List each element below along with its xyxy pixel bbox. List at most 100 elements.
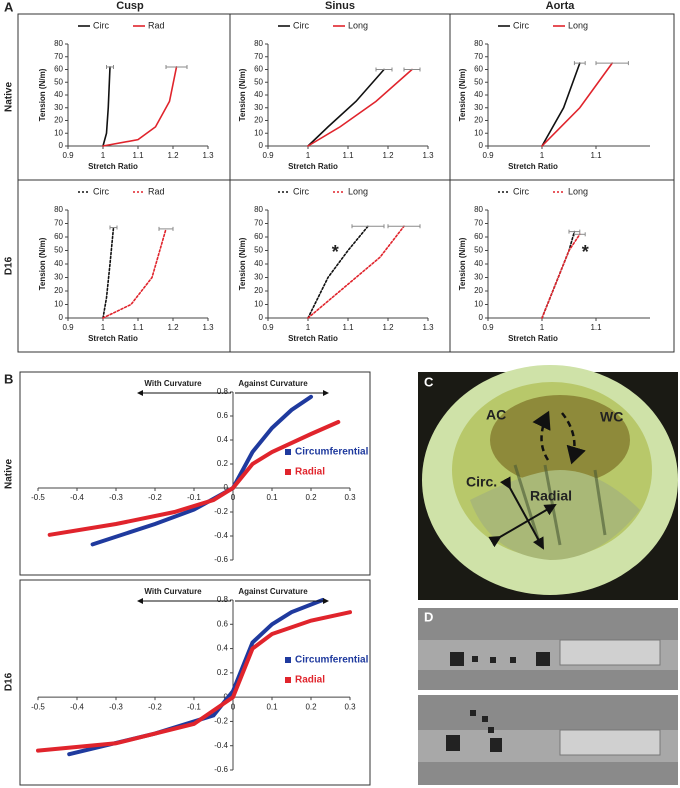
- y-tick-label: 0: [59, 141, 64, 150]
- y-tick-label: 40: [474, 259, 483, 268]
- y-tick-label: 60: [54, 65, 63, 74]
- x-axis-label: Stretch Ratio: [88, 162, 138, 171]
- y-axis-label: Tension (N/m): [458, 68, 467, 121]
- x-tick-label: -0.3: [109, 702, 123, 711]
- x-tick-label: 0.2: [305, 702, 317, 711]
- y-tick-label: 80: [474, 39, 483, 48]
- y-tick-label: 0: [59, 313, 64, 322]
- x-tick-label: 1.1: [132, 323, 144, 332]
- series-line: [307, 68, 385, 147]
- x-tick-label: 1.3: [202, 151, 214, 160]
- legend-label: Circ: [513, 20, 529, 30]
- x-tick-label: 1.2: [167, 323, 179, 332]
- series-line: [307, 68, 413, 147]
- y-tick-label: 60: [474, 65, 483, 74]
- y-tick-label: 30: [54, 103, 63, 112]
- x-tick-label: 0.9: [62, 323, 74, 332]
- x-tick-label: 1.3: [422, 151, 434, 160]
- legend-swatch: [285, 469, 291, 475]
- x-axis-label: Stretch Ratio: [508, 162, 558, 171]
- series-line: [102, 228, 167, 319]
- panel-b-frame: [19, 579, 371, 786]
- row-label: Native: [4, 82, 15, 112]
- y-tick-label: 30: [254, 273, 263, 282]
- panel-b-frame: [19, 371, 371, 576]
- y-tick-label: -0.4: [214, 531, 228, 540]
- y-tick-label: 60: [254, 232, 263, 241]
- y-tick-label: 30: [474, 103, 483, 112]
- x-tick-label: -0.3: [109, 493, 123, 502]
- x-tick-label: -0.1: [187, 493, 201, 502]
- y-tick-label: 60: [474, 232, 483, 241]
- row-label: D16: [4, 672, 15, 691]
- y-axis-label: Tension (N/m): [238, 237, 247, 290]
- y-tick-label: -0.6: [214, 555, 228, 564]
- x-tick-label: -0.5: [31, 702, 45, 711]
- x-tick-label: 0.3: [344, 702, 356, 711]
- y-tick-label: 70: [54, 219, 63, 228]
- x-axis-label: Stretch Ratio: [508, 334, 558, 343]
- legend-label: Long: [348, 186, 368, 196]
- panel-letter: A: [4, 0, 14, 14]
- legend-label: Rad: [148, 186, 165, 196]
- legend-label: Circ: [513, 186, 529, 196]
- legend-label: Radial: [295, 467, 325, 478]
- y-tick-label: 10: [54, 128, 63, 137]
- x-tick-label: 0.9: [62, 151, 74, 160]
- y-tick-label: 0.8: [217, 595, 229, 604]
- y-tick-label: 20: [254, 116, 263, 125]
- x-tick-label: 1.2: [382, 323, 394, 332]
- y-tick-label: 40: [254, 259, 263, 268]
- annotation: Against Curvature: [238, 587, 308, 596]
- x-tick-label: 0.9: [482, 323, 494, 332]
- y-tick-label: 0.2: [217, 459, 229, 468]
- y-tick-label: 0.8: [217, 387, 229, 396]
- y-tick-label: 0.4: [217, 435, 229, 444]
- legend-label: Rad: [148, 20, 165, 30]
- x-axis-label: Stretch Ratio: [288, 334, 338, 343]
- x-tick-label: 1: [306, 151, 311, 160]
- y-axis-label: Tension (N/m): [238, 68, 247, 121]
- panel-a-frame: [17, 13, 675, 353]
- y-tick-label: 20: [254, 286, 263, 295]
- panel-letter: C: [424, 374, 434, 389]
- legend-label: Circ: [93, 186, 109, 196]
- annotation: With Curvature: [144, 379, 202, 388]
- x-tick-label: 0.3: [344, 493, 356, 502]
- y-tick-label: 80: [254, 205, 263, 214]
- x-tick-label: 1: [540, 323, 545, 332]
- y-tick-label: -0.4: [214, 741, 228, 750]
- y-tick-label: 0.6: [217, 619, 229, 628]
- panel-letter: D: [424, 609, 433, 624]
- y-tick-label: 0.4: [217, 644, 229, 653]
- y-tick-label: 20: [474, 286, 483, 295]
- y-tick-label: 10: [474, 128, 483, 137]
- x-tick-label: 1.1: [342, 323, 354, 332]
- y-tick-label: 70: [254, 219, 263, 228]
- photo-d: [418, 608, 678, 785]
- y-tick-label: -0.6: [214, 765, 228, 774]
- series-line: [102, 226, 115, 319]
- row-label: Native: [4, 459, 15, 489]
- x-tick-label: -0.4: [70, 702, 84, 711]
- x-tick-label: -0.5: [31, 493, 45, 502]
- y-tick-label: 80: [54, 205, 63, 214]
- x-tick-label: 0.9: [262, 151, 274, 160]
- y-tick-label: 40: [54, 259, 63, 268]
- y-tick-label: 40: [474, 90, 483, 99]
- y-tick-label: 20: [54, 116, 63, 125]
- legend-label: Long: [568, 186, 588, 196]
- x-tick-label: 1: [101, 151, 106, 160]
- y-tick-label: 0: [259, 141, 264, 150]
- y-tick-label: 0.6: [217, 411, 229, 420]
- x-tick-label: 0.1: [266, 493, 278, 502]
- series-line: [90, 394, 313, 547]
- y-tick-label: 50: [54, 77, 63, 86]
- x-tick-label: 1.2: [167, 151, 179, 160]
- y-tick-label: 10: [254, 128, 263, 137]
- y-tick-label: 40: [54, 90, 63, 99]
- y-tick-label: 30: [474, 273, 483, 282]
- y-tick-label: 50: [254, 77, 263, 86]
- x-tick-label: 1.2: [382, 151, 394, 160]
- y-tick-label: 30: [54, 273, 63, 282]
